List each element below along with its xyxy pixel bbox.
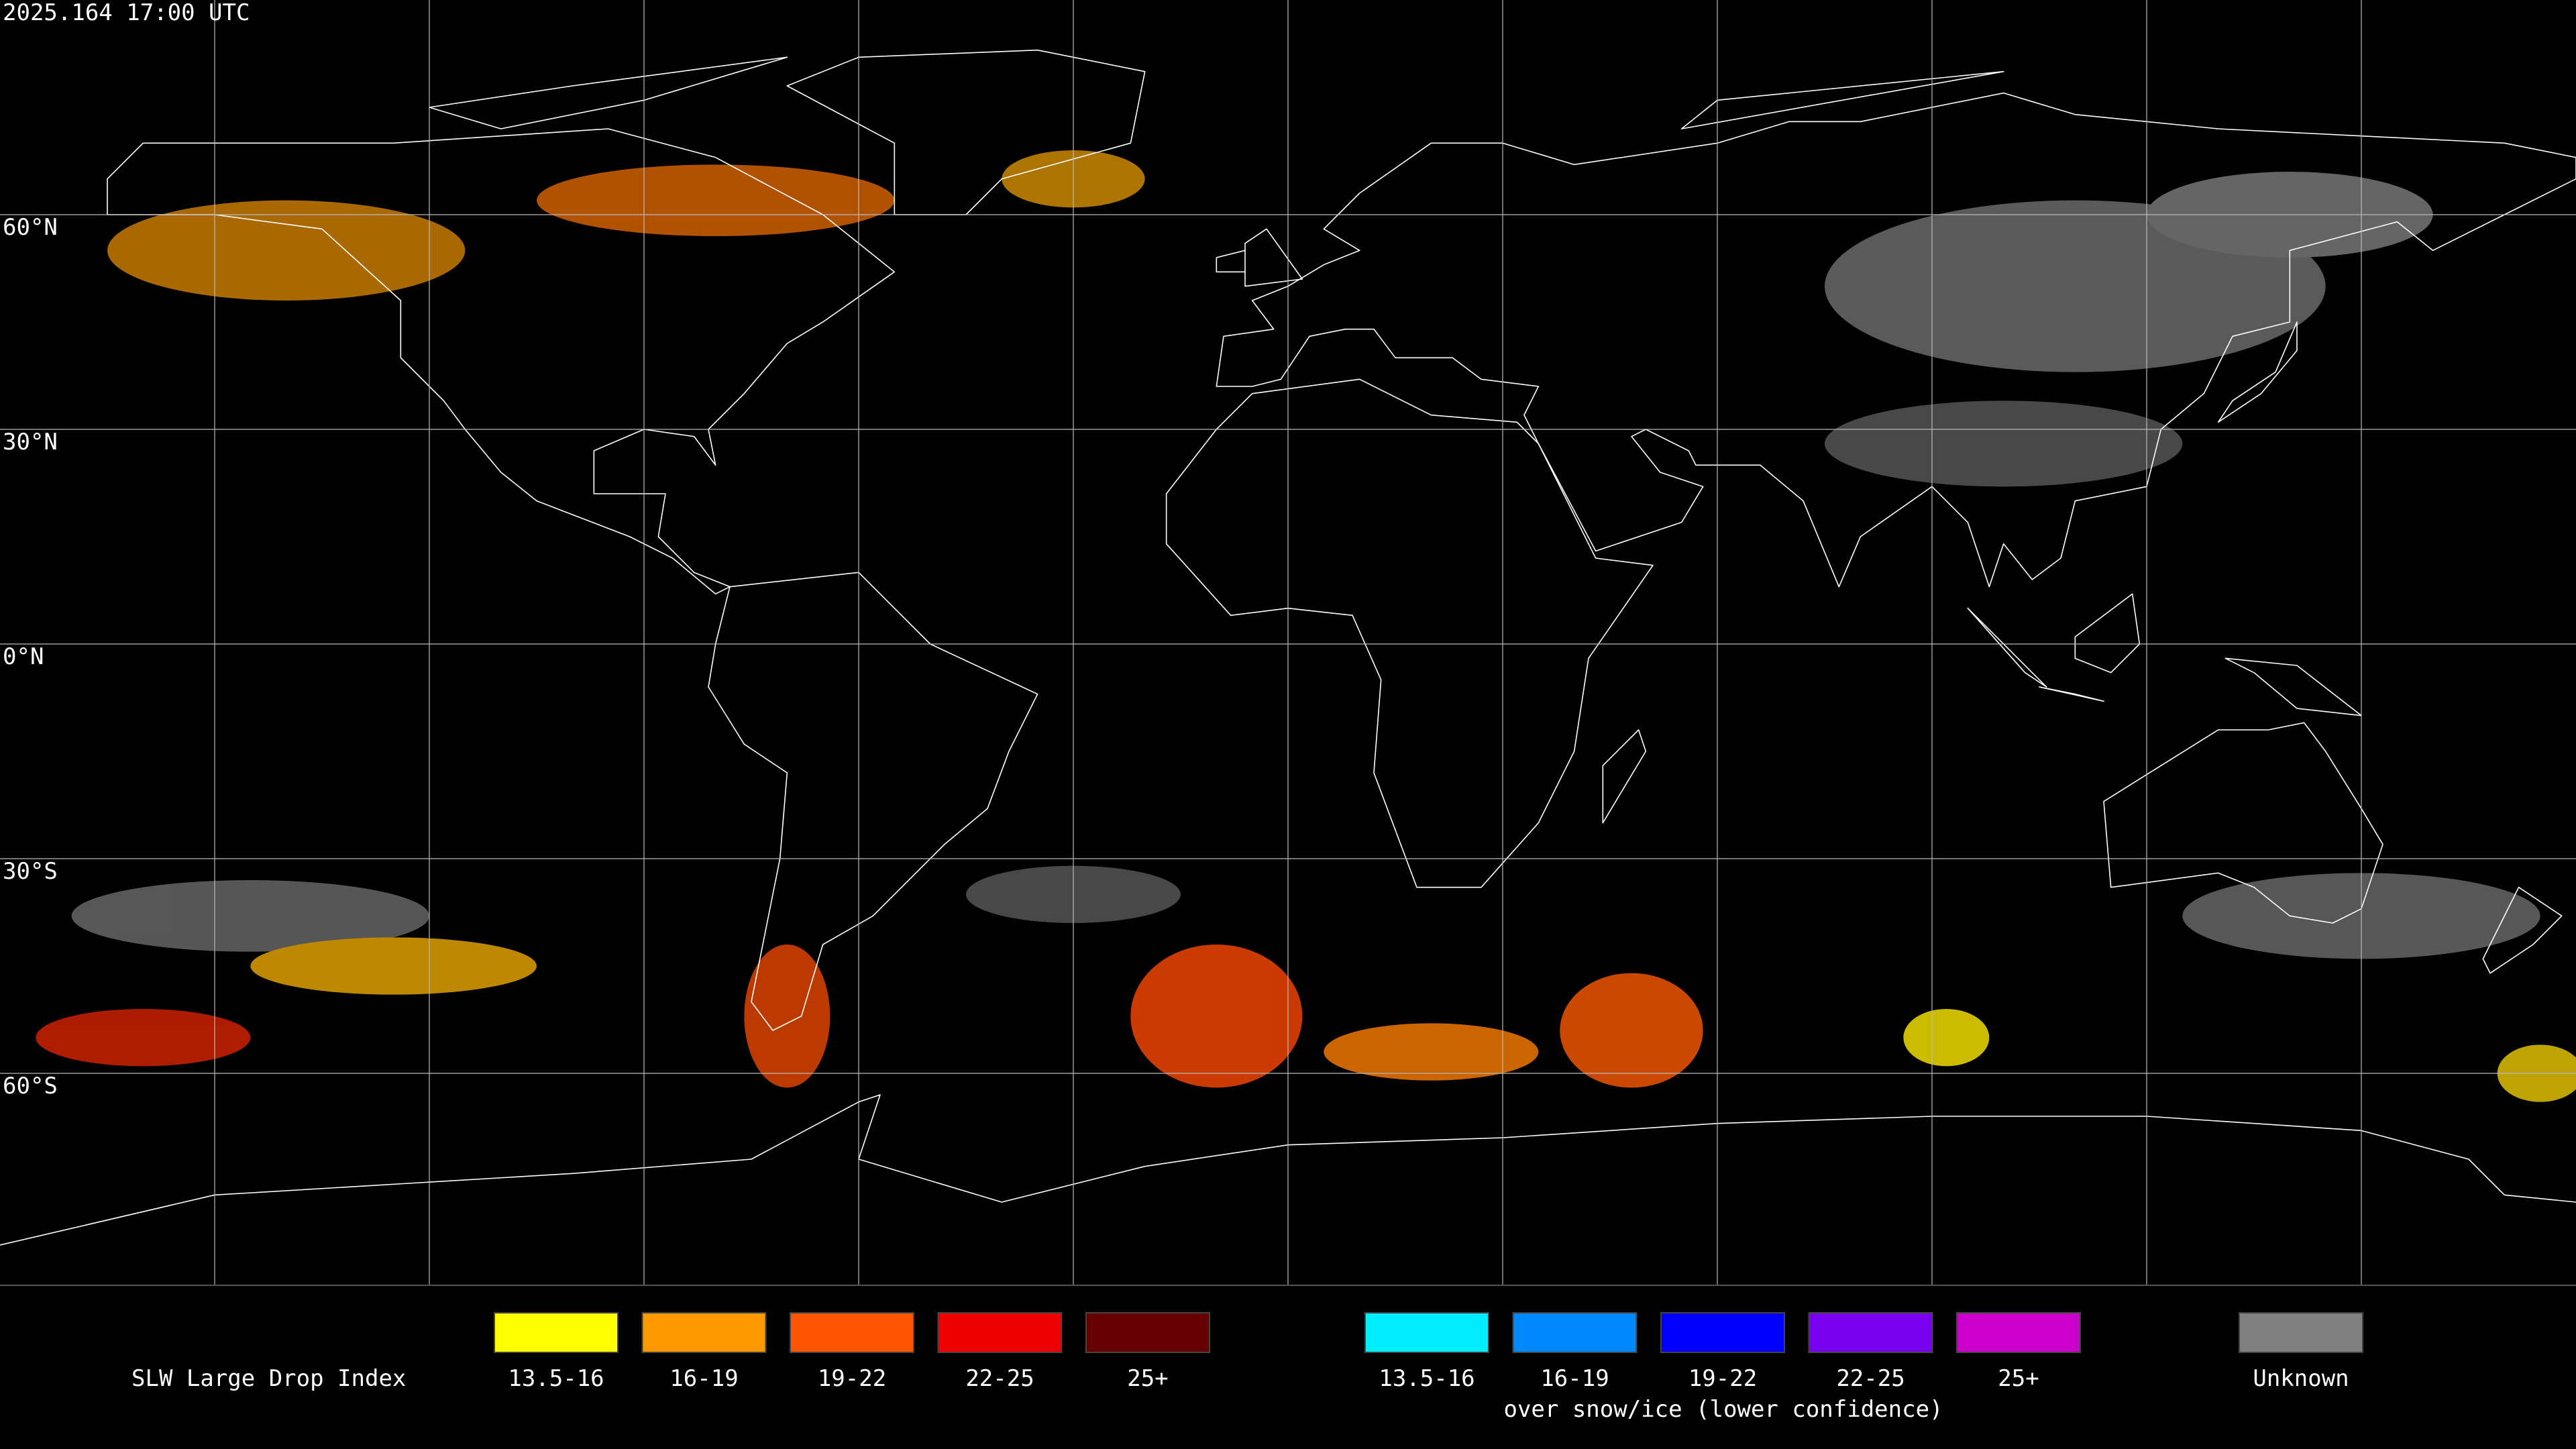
map-projection: [0, 50, 2576, 1245]
coastline: [429, 57, 2004, 129]
latitude-label: 60°S: [3, 1073, 58, 1099]
legend-label: 25+: [1127, 1365, 1168, 1392]
legend-swatch: [1512, 1312, 1638, 1353]
coastline: [1167, 379, 1653, 887]
legend-swatch: [2239, 1312, 2363, 1353]
cloud-region: [1324, 1023, 1539, 1081]
legend-label: Unknown: [2253, 1365, 2349, 1392]
legend-swatch: [1956, 1312, 2081, 1353]
timestamp: 2025.164 17:00 UTC: [3, 0, 250, 26]
cloud-region: [1825, 400, 2183, 487]
legend-swatch: [1808, 1312, 1933, 1353]
graticule: 60°N 30°N 0°N 30°S 60°S: [0, 0, 2576, 1285]
legend: SLW Large Drop Index over snow/ice (lowe…: [131, 1312, 2363, 1423]
latitude-label: 0°N: [3, 643, 44, 670]
legend-swatch: [1085, 1312, 1210, 1353]
cloud-region: [107, 200, 466, 301]
legend-swatch: [641, 1312, 767, 1353]
coastline: [708, 572, 1038, 1030]
coastline: [787, 50, 1144, 215]
map: 60°N 30°N 0°N 30°S 60°S 2025.164 17:00 UTC: [0, 0, 2576, 1286]
legend-label: 25+: [1998, 1365, 2039, 1392]
legend-caption: over snow/ice (lower confidence): [1503, 1396, 1943, 1423]
cloud-region: [36, 1009, 251, 1067]
cloud-regions: [36, 150, 2576, 1102]
latitude-label: 30°N: [3, 429, 58, 455]
legend-label: 13.5-16: [1379, 1365, 1474, 1392]
legend-label: 19-22: [818, 1365, 886, 1392]
cloud-region: [1903, 1009, 1990, 1067]
legend-swatch: [494, 1312, 619, 1353]
coastline: [1216, 93, 2576, 587]
coastline: [1216, 229, 1302, 286]
legend-label: 16-19: [1540, 1365, 1609, 1392]
coastline: [1603, 730, 1646, 823]
coastline: [0, 1095, 2576, 1245]
latitude-label: 60°N: [3, 214, 58, 241]
coastline: [2104, 722, 2383, 923]
legend-swatch: [1660, 1312, 1785, 1353]
legend-swatch: [937, 1312, 1063, 1353]
legend-label: 22-25: [965, 1365, 1034, 1392]
legend-label: 13.5-16: [508, 1365, 604, 1392]
legend-label: 22-25: [1836, 1365, 1904, 1392]
legend-label: 16-19: [669, 1365, 738, 1392]
coastline: [2483, 888, 2561, 973]
cloud-region: [1130, 945, 1303, 1088]
cloud-region: [250, 937, 537, 995]
cloud-region: [71, 880, 429, 952]
coastline: [1968, 594, 2361, 715]
coastline: [2218, 322, 2297, 422]
legend-title: SLW Large Drop Index: [131, 1365, 406, 1392]
legend-swatch: [1364, 1312, 1489, 1353]
latitude-label: 30°S: [3, 858, 58, 885]
cloud-region: [1560, 973, 1703, 1088]
legend-label: 19-22: [1688, 1365, 1757, 1392]
cloud-region: [744, 945, 830, 1088]
legend-swatch: [790, 1312, 914, 1353]
cloud-region: [536, 164, 895, 236]
